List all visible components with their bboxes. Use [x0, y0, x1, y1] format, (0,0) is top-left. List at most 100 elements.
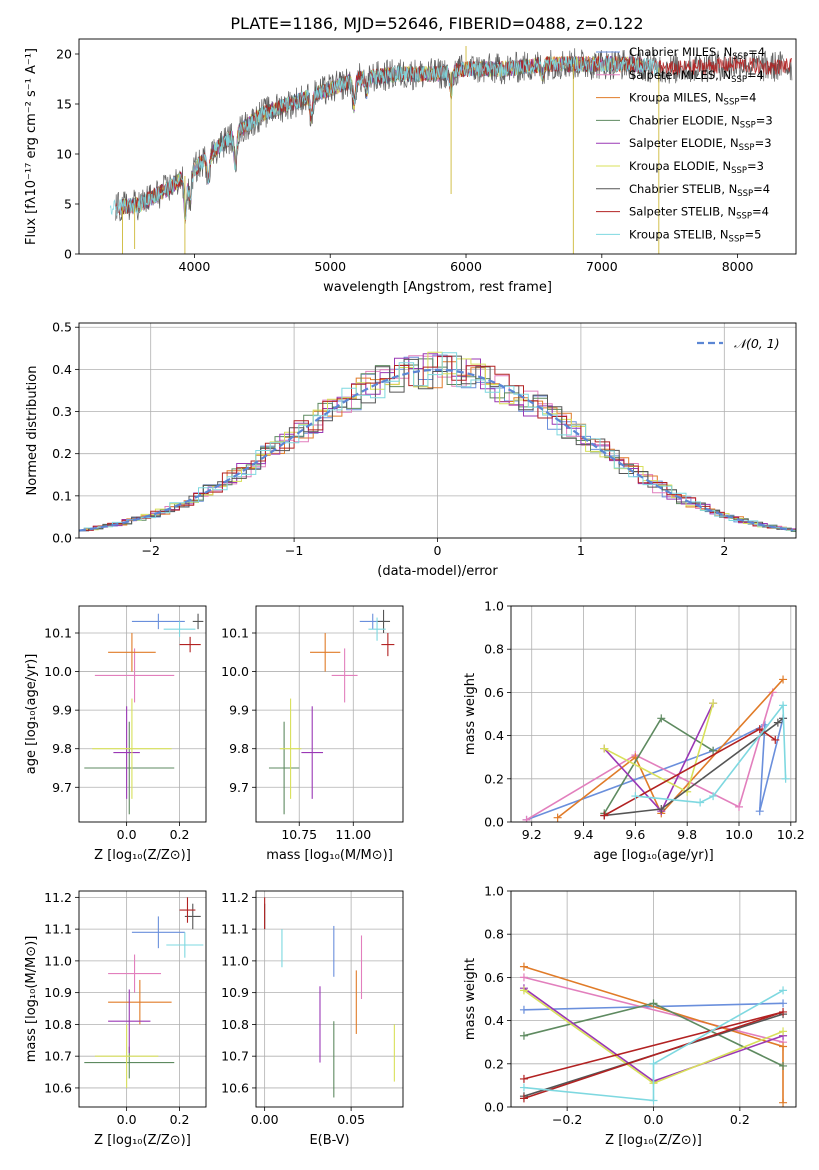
mass-weight-vs-age-chart: 9.2 9.4 9.6 9.8 10.0 10.2 0.0 0.2 0.4 0.6 0.8 1.0 ag… — [463, 599, 805, 864]
y-tick-label: 0.0 — [484, 1100, 504, 1115]
plot-area — [522, 675, 790, 822]
weight-marker — [519, 1083, 528, 1092]
legend-label-kroupa-stelib: Kroupa STELIB, NSSP=5 — [629, 227, 761, 244]
age-vs-metallicity-chart: 0.0 0.2 9.7 9.8 9.9 10.0 10.1 Z [log₁₀(Z/Z⊙)] ag… — [24, 605, 207, 863]
x-tick-label: −2 — [141, 543, 159, 558]
y-tick-label: 0.0 — [52, 531, 72, 546]
errorbar-kroupa-stelib — [368, 617, 386, 641]
errorbar-chabrier-elodie — [268, 721, 300, 815]
y-tick-label: 0.8 — [484, 927, 504, 942]
legend-label-salpeter-stelib: Salpeter STELIB, NSSP=4 — [629, 205, 769, 222]
weight-marker — [779, 1061, 788, 1070]
errorbar-salpeter-miles — [108, 954, 162, 993]
y-tick-label: 0.1 — [52, 488, 72, 503]
age-vs-mass-chart: 10.75 11.00 9.7 9.8 9.9 10.0 10.1 mass [log₁₀(M… — [221, 605, 404, 863]
axes-frame — [255, 605, 404, 823]
weight-marker — [779, 986, 788, 995]
x-tick-label: 10.0 — [725, 827, 753, 842]
weight-marker — [779, 675, 788, 684]
spectrum-chabrier-stelib-line — [115, 48, 793, 224]
x-tick-label: 0.05 — [337, 1112, 365, 1127]
errorbar-kroupa-miles — [108, 979, 172, 1025]
x-tick-label: 0.00 — [251, 1112, 279, 1127]
y-tick-label: 0.3 — [52, 404, 72, 419]
y-tick-label: 10.9 — [221, 985, 249, 1000]
y-tick-label: 10.1 — [44, 626, 72, 641]
weight-line-chabrier-stelib — [604, 717, 784, 817]
y-axis-label: mass [log₁₀(M/M⊙)] — [24, 936, 39, 1063]
weight-marker — [649, 999, 658, 1008]
x-axis-label: Z [log₁₀(Z/Z⊙)] — [94, 848, 191, 863]
y-tick-label: 11.2 — [221, 890, 249, 905]
y-tick-label: 0.2 — [484, 1056, 504, 1071]
errorbar-salpeter-miles — [94, 648, 175, 703]
y-axis-label: Flux [fλ10⁻¹⁷ erg cm⁻² s⁻¹ A⁻¹] — [24, 48, 39, 245]
legend-label-chabrier-stelib: Chabrier STELIB, NSSP=4 — [629, 182, 770, 199]
x-tick-label: 0.0 — [117, 1112, 137, 1127]
plot-background — [79, 606, 206, 822]
plot-background — [79, 891, 206, 1107]
weight-line-salpeter-miles — [523, 976, 784, 1043]
y-tick-label: 0.6 — [484, 970, 504, 985]
x-axis-label: wavelength [Angstrom, rest frame] — [323, 280, 552, 295]
plot-area — [109, 46, 793, 254]
x-tick-label: 0.0 — [117, 827, 137, 842]
weight-marker — [755, 725, 764, 734]
legend-label-salpeter-elodie: Salpeter ELODIE, NSSP=3 — [629, 136, 772, 153]
weight-marker — [657, 714, 666, 723]
y-tick-label: 10.7 — [221, 1049, 249, 1064]
legend-label-kroupa-elodie: Kroupa ELODIE, NSSP=3 — [629, 159, 764, 176]
y-tick-label: 9.7 — [52, 780, 72, 795]
errorbar-salpeter-elodie — [108, 989, 151, 1053]
plot-background — [511, 606, 796, 822]
x-tick-label: 4000 — [179, 259, 211, 274]
weight-marker — [773, 718, 782, 727]
x-axis-label: E(B-V) — [309, 1133, 349, 1148]
weight-line-kroupa-miles — [557, 678, 784, 819]
legend-label-kroupa-miles: Kroupa MILES, NSSP=4 — [629, 91, 756, 108]
plot-area — [264, 897, 395, 1098]
errorbar-kroupa-miles — [108, 633, 156, 672]
errorbar-salpeter-stelib — [179, 897, 196, 923]
x-tick-label: 0.2 — [730, 1112, 750, 1127]
normal-reference-curve — [79, 368, 794, 532]
spectrum-title: PLATE=1186, MJD=52646, FIBERID=0488, z=0… — [230, 14, 643, 33]
x-tick-label: 5000 — [314, 259, 346, 274]
errorbar-salpeter-elodie — [113, 706, 140, 799]
errorbar-salpeter-stelib — [179, 636, 201, 653]
weight-marker — [709, 699, 718, 708]
y-tick-label: 10 — [56, 147, 72, 162]
y-tick-label: 10.6 — [44, 1080, 72, 1095]
y-tick-label: 11.1 — [221, 922, 249, 937]
weight-marker — [519, 1031, 528, 1040]
y-tick-label: 0.5 — [52, 320, 72, 335]
weight-marker — [649, 1059, 658, 1068]
y-tick-label: 10.0 — [221, 664, 249, 679]
y-tick-label: 0.0 — [484, 815, 504, 830]
weight-marker — [696, 798, 705, 807]
y-tick-label: 0.2 — [52, 446, 72, 461]
y-tick-label: 0.4 — [484, 1013, 504, 1028]
x-tick-label: 6000 — [450, 259, 482, 274]
x-tick-label: 9.4 — [574, 827, 594, 842]
weight-marker — [519, 1005, 528, 1014]
axes-frame — [510, 890, 797, 1108]
plot-area — [79, 351, 796, 532]
weight-marker — [519, 986, 528, 995]
weight-marker — [519, 973, 528, 982]
x-tick-label: 9.2 — [522, 827, 542, 842]
legend-label-salpeter-miles: Salpeter MILES, NSSP=4 — [629, 68, 764, 85]
x-tick-label: 9.8 — [677, 827, 697, 842]
x-tick-label: 9.6 — [625, 827, 645, 842]
y-axis-label: Normed distribution — [25, 366, 40, 496]
y-tick-label: 10.0 — [44, 664, 72, 679]
y-tick-label: 10.9 — [44, 985, 72, 1000]
weight-marker — [779, 1007, 788, 1016]
y-tick-label: 1.0 — [484, 884, 504, 899]
axes-frame — [78, 605, 207, 823]
y-tick-label: 11.2 — [44, 890, 72, 905]
axes-frame — [78, 322, 797, 539]
errorbar-kroupa-elodie — [94, 1024, 159, 1088]
y-tick-label: 11.1 — [44, 922, 72, 937]
